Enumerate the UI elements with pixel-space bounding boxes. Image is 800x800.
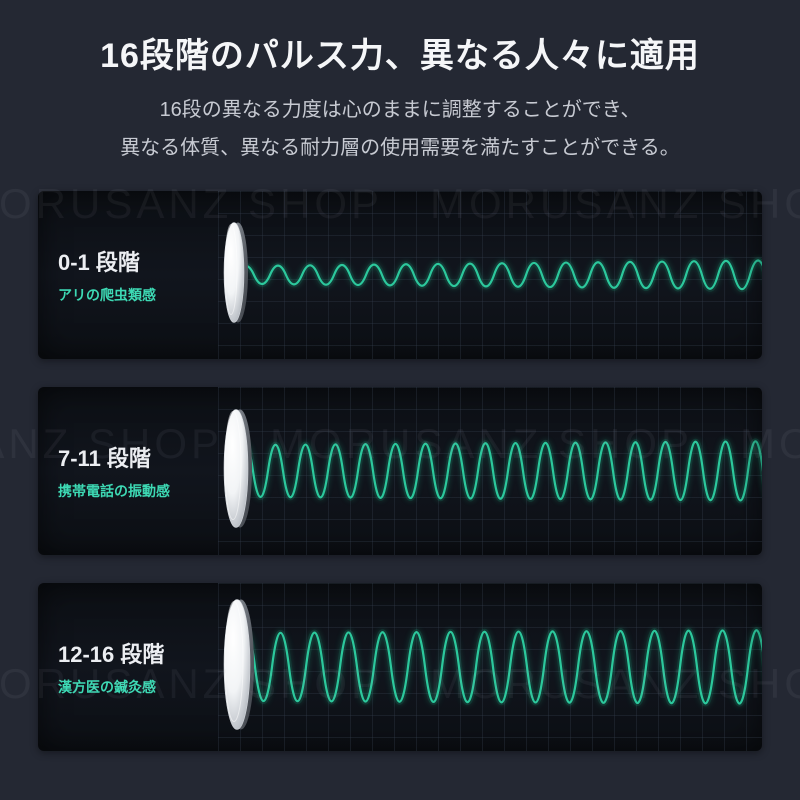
panel-labels: 7-11 段階携帯電話の振動感	[58, 441, 170, 501]
stage-label: 7-11 段階	[58, 441, 170, 473]
feel-label: アリの爬虫類感	[58, 285, 156, 305]
page-title: 16段階のパルス力、異なる人々に適用	[0, 28, 800, 77]
waveform	[238, 387, 762, 555]
waveform	[238, 191, 762, 359]
pulse-panel: 7-11 段階携帯電話の振動感	[38, 387, 762, 555]
panel-labels: 0-1 段階アリの爬虫類感	[58, 245, 156, 305]
description: 16段の異なる力度は心のままに調整することができ、 異なる体質、異なる耐力層の使…	[0, 91, 800, 167]
desc-line: 異なる体質、異なる耐力層の使用需要を満たすことができる。	[0, 129, 800, 167]
stage-label: 0-1 段階	[58, 245, 156, 277]
pulse-panel: 0-1 段階アリの爬虫類感	[38, 191, 762, 359]
feel-label: 携帯電話の振動感	[58, 481, 170, 501]
panel-labels: 12-16 段階漢方医の鍼灸感	[58, 637, 164, 697]
electrode-disc-icon	[218, 406, 254, 537]
pulse-panel: 12-16 段階漢方医の鍼灸感	[38, 583, 762, 751]
feel-label: 漢方医の鍼灸感	[58, 677, 164, 697]
desc-line: 16段の異なる力度は心のままに調整することができ、	[0, 91, 800, 129]
stage-label: 12-16 段階	[58, 637, 164, 669]
electrode-disc-icon	[218, 596, 256, 739]
electrode-disc-icon	[218, 219, 250, 332]
waveform	[238, 583, 762, 751]
